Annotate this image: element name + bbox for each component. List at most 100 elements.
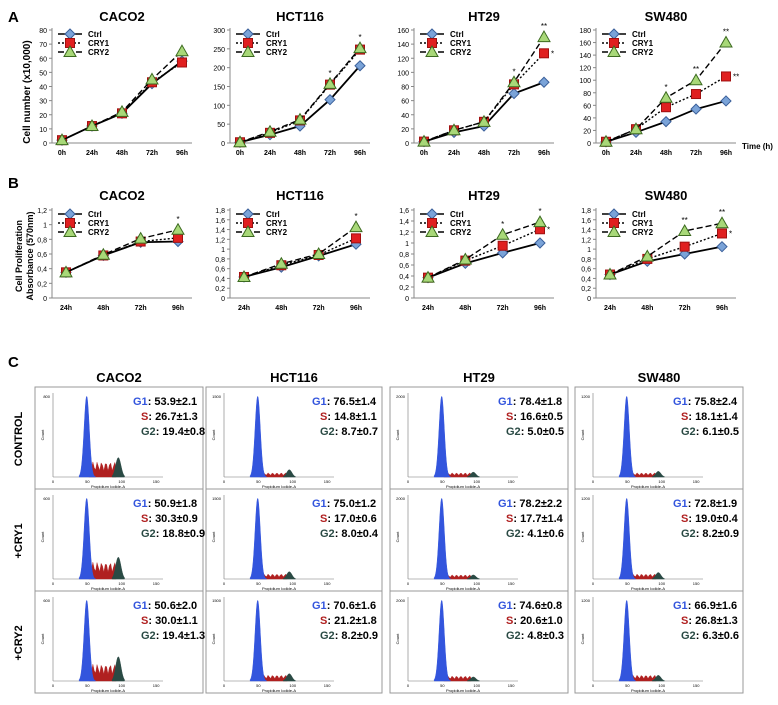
flow-stat-g1: G1: 50.6±2.0	[133, 600, 197, 612]
x-tick-label: 0h	[420, 150, 428, 157]
flow-phase-label: G1	[673, 600, 688, 612]
y-tick-label: 100	[213, 103, 225, 110]
flow-x-tick: 100	[118, 683, 125, 688]
y-tick-label: 50	[217, 122, 225, 129]
data-point-cry2	[447, 123, 461, 136]
flow-x-tick: 100	[658, 479, 665, 484]
flow-phase-value: : 18.8±0.9	[156, 528, 205, 540]
significance-label: *	[664, 83, 667, 92]
flow-x-tick: 150	[508, 581, 515, 586]
chart-title: HT29	[468, 9, 500, 24]
data-point-cry2	[533, 215, 547, 228]
flow-x-tick: 150	[324, 581, 331, 586]
legend-label-ctrl: Ctrl	[88, 210, 102, 219]
data-point-cry2	[145, 72, 159, 85]
flow-stat-g1: G1: 78.2±2.2	[498, 498, 562, 510]
legend-label-cry1: CRY1	[88, 39, 110, 48]
flow-stat-g1: G1: 66.9±1.6	[673, 600, 737, 612]
y-tick-label: 30	[39, 99, 47, 106]
flow-ylabel: Count	[40, 531, 45, 543]
y-tick-label: 100	[579, 78, 591, 85]
flow-phase-label: G1	[673, 498, 688, 510]
legend-label-cry1: CRY1	[632, 219, 654, 228]
y-tick-label: 120	[397, 56, 409, 63]
flow-g1-peak	[78, 396, 96, 478]
flow-phase-value: : 8.0±0.4	[335, 528, 379, 540]
y-tick-label: 1	[405, 241, 409, 248]
legend-label-cry2: CRY2	[266, 228, 288, 237]
flow-g1-peak	[249, 396, 267, 478]
x-tick-label: 96h	[716, 305, 728, 312]
chart-title: SW480	[645, 9, 688, 24]
y-axis-label-b: Cell Proliferation Absorbance (570nm)	[14, 211, 35, 300]
data-point-cry2	[293, 112, 307, 125]
legend-label-cry2: CRY2	[632, 48, 654, 57]
flow-phase-value: : 19.0±0.4	[688, 513, 738, 525]
panel-label-a: A	[8, 9, 19, 26]
legend-marker	[64, 28, 76, 40]
data-point-cry1	[539, 48, 549, 59]
y-tick-label: 1,8	[215, 208, 225, 215]
flow-x-tick: 0	[223, 683, 226, 688]
flow-row-label-2: +CRY2	[13, 625, 25, 660]
flow-xlabel: Propidium Iodide-A	[446, 586, 480, 591]
flow-xlabel: Propidium Iodide-A	[262, 484, 296, 489]
flow-phase-value: : 17.7±1.4	[513, 513, 563, 525]
flow-stat-s: S: 14.8±1.1	[320, 411, 377, 423]
legend-label-cry1: CRY1	[266, 39, 288, 48]
flow-g1-peak	[249, 498, 267, 580]
flow-stat-g1: G1: 70.6±1.6	[312, 600, 376, 612]
data-point-ctrl	[508, 87, 520, 100]
flow-stat-s: S: 26.7±1.3	[141, 411, 198, 423]
flow-stat-s: S: 18.1±1.4	[681, 411, 739, 423]
y-tick-label: 10	[39, 127, 47, 134]
y-tick-label: 1	[587, 247, 591, 254]
flow-phase-label: G2	[320, 630, 335, 642]
significance-label: *	[176, 215, 179, 224]
legend-marker	[608, 208, 620, 220]
flow-stat-g2: G2: 8.2±0.9	[320, 630, 378, 642]
flow-x-tick: 150	[693, 479, 700, 484]
flow-phase-value: : 8.7±0.7	[335, 426, 378, 438]
data-point-cry1	[497, 240, 508, 251]
legend-label-cry1: CRY1	[88, 219, 110, 228]
flow-panel-caco2-0: 800 Count 0 50 100 150 Propidium Iodide-A G1: 5…	[34, 386, 205, 490]
y-tick-label: 0,4	[399, 274, 409, 281]
flow-phase-label: S	[320, 615, 327, 627]
y-tick-label: 0	[221, 296, 225, 303]
flow-g2-peak	[282, 571, 296, 580]
x-tick-label: 48h	[641, 305, 653, 312]
x-tick-label: 24h	[448, 150, 460, 157]
chart-b-ht29: HT29 0 0,2 0,4 0,6 0,8 1 1,2 1,4 1,6 24h 48h 72h 96h *…	[399, 188, 554, 312]
flow-ylabel: Count	[580, 531, 585, 543]
flow-phase-value: : 26.7±1.3	[148, 411, 197, 423]
significance-label: **	[733, 72, 739, 81]
data-point-cry1	[661, 102, 671, 113]
flow-row-label-1: +CRY1	[13, 523, 25, 558]
flow-ymax-label: 800	[43, 394, 50, 399]
y-tick-label: 1,6	[581, 218, 591, 225]
flow-phase-label: G2	[320, 528, 335, 540]
flow-x-tick: 50	[85, 683, 90, 688]
flow-phase-value: : 70.6±1.6	[327, 600, 376, 612]
flow-x-tick: 50	[440, 479, 445, 484]
x-tick-label: 24h	[238, 305, 250, 312]
data-point-cry2	[175, 44, 189, 57]
flow-phase-value: : 75.0±1.2	[327, 498, 376, 510]
y-tick-label: 0,2	[37, 281, 47, 288]
legend-marker	[425, 224, 439, 237]
flow-ylabel: Count	[395, 429, 400, 441]
flow-panel-caco2-2: 600 Count 0 50 100 150 Propidium Iodide-A G1: 5…	[34, 590, 205, 694]
flow-g2-peak	[466, 676, 480, 682]
data-point-cry2	[115, 104, 129, 117]
series-line-ctrl	[65, 240, 179, 274]
legend-marker	[242, 208, 254, 220]
significance-label: *	[512, 67, 515, 76]
y-tick-label: 1,8	[581, 208, 591, 215]
x-tick-label: 96h	[172, 305, 184, 312]
y-tick-label: 0	[405, 296, 409, 303]
flow-phase-label: G2	[506, 528, 521, 540]
flow-phase-value: : 50.6±2.0	[148, 600, 197, 612]
y-tick-label: 50	[39, 70, 47, 77]
